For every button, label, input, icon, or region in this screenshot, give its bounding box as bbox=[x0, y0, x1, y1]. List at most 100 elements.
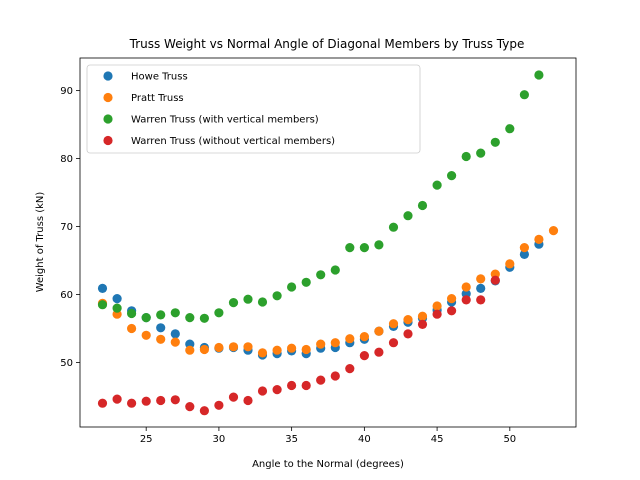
x-tick-label: 30 bbox=[213, 434, 226, 445]
data-point-s0-5 bbox=[170, 329, 180, 339]
data-point-s2-4 bbox=[156, 310, 166, 320]
data-point-s1-12 bbox=[272, 345, 282, 355]
data-point-s2-19 bbox=[374, 240, 384, 250]
data-point-s3-26 bbox=[476, 295, 486, 305]
x-tick-label: 25 bbox=[140, 434, 153, 445]
data-point-s2-8 bbox=[214, 308, 224, 318]
legend-marker bbox=[103, 71, 113, 81]
data-point-s2-30 bbox=[534, 70, 544, 80]
data-point-s3-1 bbox=[112, 394, 122, 404]
data-point-s1-20 bbox=[388, 319, 399, 329]
legend-marker bbox=[103, 92, 113, 103]
data-point-s3-21 bbox=[403, 329, 413, 339]
legend-label: Pratt Truss bbox=[131, 93, 184, 104]
data-point-s3-27 bbox=[490, 275, 500, 285]
y-tick-label: 80 bbox=[60, 154, 73, 165]
data-point-s2-12 bbox=[272, 291, 282, 301]
data-point-s2-28 bbox=[505, 124, 515, 134]
chart-title: Truss Weight vs Normal Angle of Diagonal… bbox=[129, 37, 525, 51]
x-axis-ticks: 25 30 35 40 45 50 bbox=[140, 427, 516, 445]
data-point-s1-24 bbox=[447, 294, 457, 304]
data-point-s2-6 bbox=[185, 313, 195, 323]
data-point-s2-21 bbox=[403, 211, 413, 221]
data-point-s2-20 bbox=[388, 222, 399, 232]
data-point-s1-13 bbox=[287, 343, 297, 353]
data-point-s1-22 bbox=[417, 311, 428, 321]
data-point-s1-31 bbox=[548, 226, 559, 236]
data-point-s1-17 bbox=[345, 334, 355, 344]
data-point-s1-30 bbox=[534, 234, 544, 244]
data-point-s3-5 bbox=[170, 395, 180, 405]
y-axis-label: Weight of Truss (kN) bbox=[35, 192, 46, 293]
legend-box bbox=[86, 64, 421, 154]
data-point-s3-24 bbox=[447, 306, 457, 316]
data-point-s2-22 bbox=[417, 200, 428, 211]
data-point-s3-22 bbox=[417, 319, 428, 329]
data-point-s0-29 bbox=[519, 249, 530, 259]
data-point-s2-14 bbox=[301, 277, 311, 287]
data-point-s1-19 bbox=[374, 326, 384, 336]
data-point-s2-0 bbox=[97, 300, 108, 310]
data-point-s3-11 bbox=[257, 386, 268, 396]
data-point-s1-7 bbox=[199, 344, 209, 355]
data-point-s2-27 bbox=[490, 137, 500, 147]
data-point-s1-9 bbox=[228, 342, 239, 352]
data-point-s2-11 bbox=[257, 297, 268, 307]
data-point-s1-28 bbox=[505, 259, 515, 269]
data-point-s1-21 bbox=[403, 315, 413, 325]
data-point-s1-8 bbox=[214, 342, 224, 353]
data-point-s2-15 bbox=[316, 270, 326, 280]
data-point-s3-10 bbox=[243, 395, 253, 406]
data-point-s2-17 bbox=[345, 243, 355, 253]
y-axis-ticks: 50 60 70 80 90 bbox=[60, 86, 80, 369]
data-point-s1-18 bbox=[359, 332, 369, 342]
plot-area-frame bbox=[79, 57, 577, 428]
data-point-s3-16 bbox=[330, 371, 340, 381]
legend-label: Warren Truss (without vertical members) bbox=[131, 136, 335, 147]
data-point-s1-15 bbox=[316, 339, 326, 349]
data-point-s1-29 bbox=[519, 243, 530, 253]
legend-marker bbox=[103, 135, 113, 146]
data-point-s1-25 bbox=[461, 282, 471, 292]
data-point-s3-25 bbox=[461, 295, 471, 305]
data-point-s2-29 bbox=[519, 90, 530, 100]
data-point-s0-26 bbox=[476, 283, 486, 293]
data-point-s2-3 bbox=[141, 313, 151, 323]
data-point-s3-18 bbox=[359, 351, 369, 361]
data-point-s3-12 bbox=[272, 385, 282, 395]
data-point-s1-10 bbox=[243, 342, 253, 352]
data-point-s1-4 bbox=[156, 334, 166, 344]
data-point-s2-23 bbox=[432, 180, 442, 190]
x-tick-label: 35 bbox=[285, 434, 298, 445]
data-point-s3-20 bbox=[388, 338, 399, 348]
data-point-s3-17 bbox=[345, 364, 355, 374]
data-point-s3-23 bbox=[432, 309, 442, 319]
data-point-s3-19 bbox=[374, 347, 384, 357]
y-tick-label: 90 bbox=[60, 86, 73, 97]
data-point-s1-6 bbox=[185, 345, 195, 355]
x-axis-label: Angle to the Normal (degrees) bbox=[252, 459, 404, 470]
data-point-s2-5 bbox=[170, 308, 180, 318]
data-point-s2-16 bbox=[330, 265, 340, 275]
data-point-s1-11 bbox=[257, 348, 268, 358]
data-point-s3-9 bbox=[228, 392, 239, 402]
data-point-s2-25 bbox=[461, 151, 471, 162]
x-tick-label: 45 bbox=[431, 434, 444, 445]
data-point-s0-1 bbox=[112, 294, 122, 304]
data-point-s3-0 bbox=[97, 398, 108, 408]
y-tick-label: 70 bbox=[60, 222, 73, 233]
x-tick-label: 40 bbox=[358, 434, 371, 445]
data-point-s2-10 bbox=[243, 294, 253, 304]
y-tick-label: 60 bbox=[60, 290, 73, 301]
data-point-s2-7 bbox=[199, 313, 209, 323]
data-point-s3-6 bbox=[185, 402, 195, 412]
data-point-s2-26 bbox=[476, 148, 486, 158]
data-point-s3-13 bbox=[287, 380, 297, 391]
data-point-s3-14 bbox=[301, 380, 311, 391]
data-point-s3-3 bbox=[141, 396, 151, 406]
data-point-s2-1 bbox=[112, 303, 122, 313]
data-point-s0-0 bbox=[97, 283, 108, 293]
data-point-s1-26 bbox=[476, 274, 486, 284]
data-point-s2-2 bbox=[127, 308, 137, 319]
